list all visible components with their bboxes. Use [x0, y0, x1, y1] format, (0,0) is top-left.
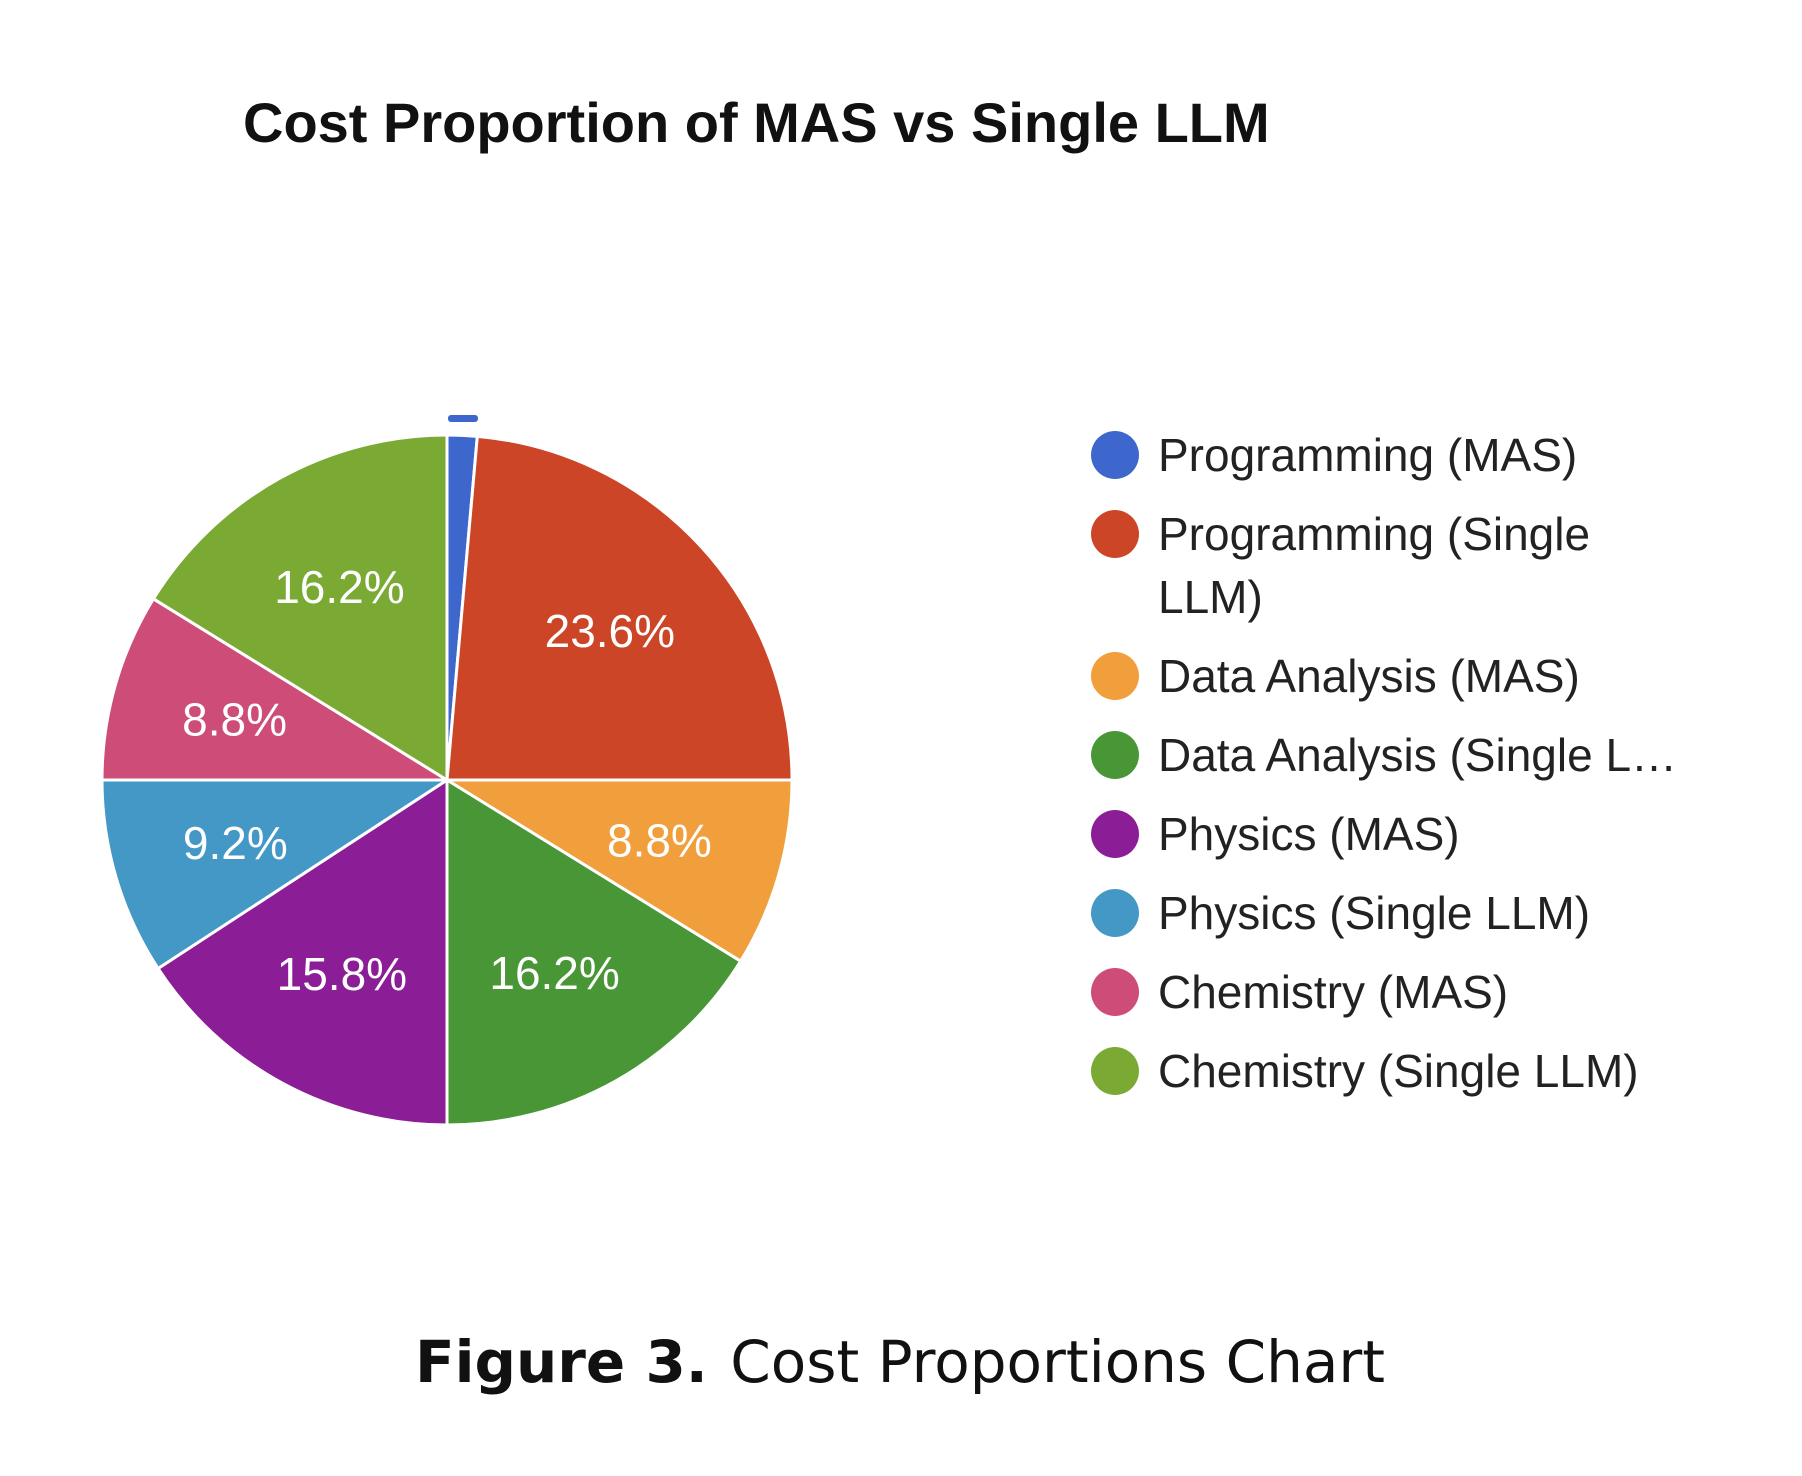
legend-marker-data-analysis-single-llm	[1091, 731, 1139, 779]
chart-title: Cost Proportion of MAS vs Single LLM	[243, 91, 1270, 154]
legend-label[interactable]: Data Analysis (MAS)	[1158, 650, 1580, 702]
caption-prefix: Figure 3.	[415, 1328, 708, 1396]
legend-marker-programming-single-llm	[1091, 510, 1139, 558]
pie-slice-chemistry-single-llm[interactable]	[151, 433, 449, 782]
legend-marker-chemistry-single-llm	[1091, 1047, 1139, 1095]
legend-label[interactable]: Chemistry (MAS)	[1158, 966, 1508, 1018]
pie-slice-physics-single-llm[interactable]	[100, 778, 449, 971]
legend-label[interactable]: Programming (Single	[1158, 508, 1590, 560]
pie-slice-labels: 23.6% 8.8% 16.2% 15.8% 9.2% 8.8% 16.2%	[182, 561, 712, 1000]
pie-slice-physics-mas[interactable]	[156, 778, 449, 1127]
slice-value-label: 16.2%	[489, 947, 619, 999]
slice-value-label: 23.6%	[545, 605, 675, 657]
pie-slice-programming-single-llm[interactable]	[445, 434, 794, 782]
legend-label[interactable]: Data Analysis (Single L…	[1158, 729, 1677, 781]
legend-marker-physics-mas	[1091, 810, 1139, 858]
legend-label[interactable]: Chemistry (Single LLM)	[1158, 1045, 1639, 1097]
legend-label[interactable]: Programming (MAS)	[1158, 429, 1577, 481]
figure-caption: Figure 3. Cost Proportions Chart	[415, 1328, 1385, 1396]
legend: Programming (MAS) Programming (Single LLM)…	[1091, 429, 1677, 1097]
legend-label[interactable]: Physics (MAS)	[1158, 808, 1460, 860]
slice-value-label: 16.2%	[274, 561, 404, 613]
pie-slices	[100, 415, 794, 1127]
pie-slice-chemistry-mas[interactable]	[100, 597, 449, 782]
slice-highlight-marker	[448, 415, 478, 422]
pie-slice-data-analysis-mas[interactable]	[445, 778, 794, 963]
legend-marker-programming-mas	[1091, 431, 1139, 479]
legend-marker-data-analysis-mas	[1091, 652, 1139, 700]
legend-marker-physics-single-llm	[1091, 889, 1139, 937]
pie-slice-data-analysis-single-llm[interactable]	[445, 778, 743, 1127]
legend-label[interactable]: LLM)	[1158, 571, 1263, 623]
slice-value-label: 8.8%	[182, 694, 287, 746]
legend-marker-chemistry-mas	[1091, 968, 1139, 1016]
slice-value-label: 9.2%	[183, 817, 288, 869]
legend-label[interactable]: Physics (Single LLM)	[1158, 887, 1590, 939]
caption-text: Cost Proportions Chart	[730, 1328, 1385, 1396]
slice-value-label: 15.8%	[277, 948, 407, 1000]
slice-value-label: 8.8%	[607, 814, 712, 866]
